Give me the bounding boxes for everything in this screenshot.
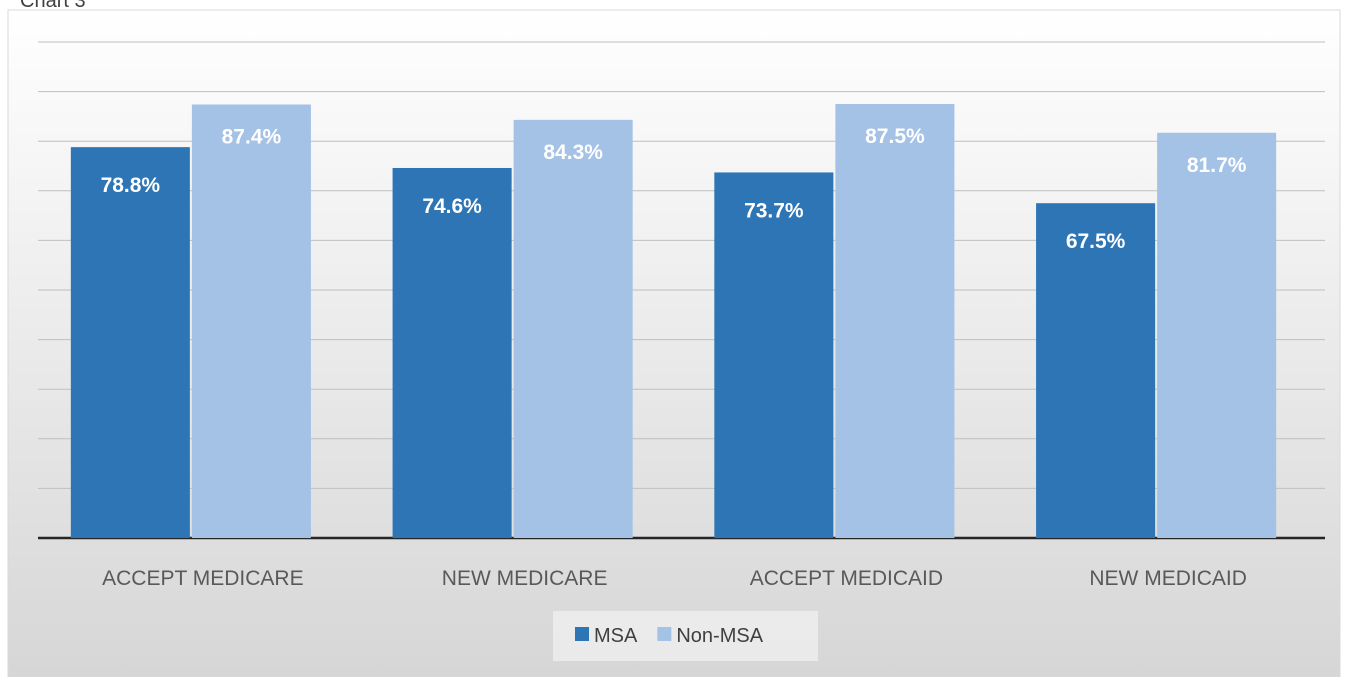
legend-swatch xyxy=(575,627,589,641)
data-label: 67.5% xyxy=(1066,230,1126,253)
legend-label: Non-MSA xyxy=(676,625,763,647)
data-label: 81.7% xyxy=(1187,154,1247,177)
legend-label: MSA xyxy=(594,625,638,647)
bar xyxy=(1036,203,1156,538)
bar xyxy=(1157,132,1277,538)
chart-title: Chart 3 xyxy=(20,0,86,12)
x-tick-label: NEW MEDICARE xyxy=(442,567,608,590)
data-label: 84.3% xyxy=(543,141,603,164)
x-tick-label: ACCEPT MEDICAID xyxy=(750,567,943,590)
data-label: 87.5% xyxy=(865,125,925,148)
bar xyxy=(70,147,190,539)
data-label: 78.8% xyxy=(101,174,161,197)
legend-box xyxy=(553,611,818,661)
legend-swatch xyxy=(657,627,672,641)
bar xyxy=(392,167,512,538)
data-label: 74.6% xyxy=(422,195,482,218)
bar xyxy=(835,104,955,538)
bar xyxy=(714,172,834,538)
data-label: 73.7% xyxy=(744,199,804,222)
x-tick-label: ACCEPT MEDICARE xyxy=(102,567,303,590)
x-tick-label: NEW MEDICAID xyxy=(1089,567,1247,590)
bar xyxy=(513,119,633,538)
data-label: 87.4% xyxy=(222,125,282,148)
bar xyxy=(191,104,311,538)
